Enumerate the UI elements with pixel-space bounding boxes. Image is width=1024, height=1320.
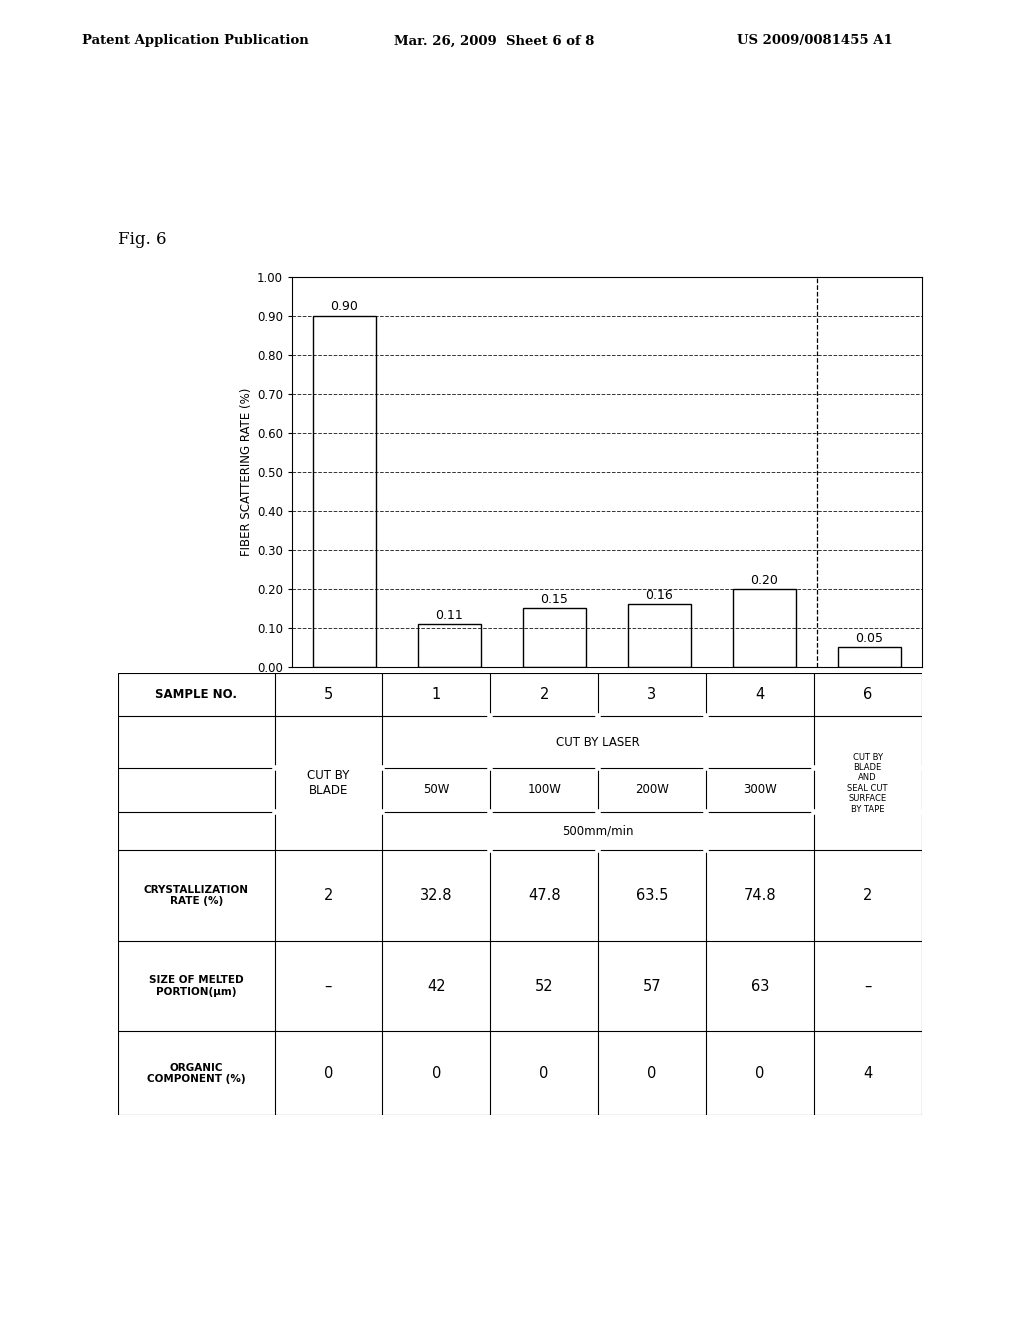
Text: CUT BY LASER: CUT BY LASER	[556, 735, 640, 748]
Text: 0.20: 0.20	[751, 574, 778, 587]
Bar	[733, 589, 796, 667]
Text: 42: 42	[427, 978, 445, 994]
Text: 0: 0	[647, 1067, 656, 1081]
Text: 0.90: 0.90	[331, 300, 358, 313]
Text: 4: 4	[863, 1067, 872, 1081]
Text: 0: 0	[324, 1067, 333, 1081]
Text: 5: 5	[324, 688, 333, 702]
Text: 2: 2	[540, 688, 549, 702]
Bar	[418, 624, 481, 667]
Text: 32.8: 32.8	[420, 888, 453, 903]
Text: 57: 57	[643, 978, 662, 994]
Text: 0.11: 0.11	[435, 609, 463, 622]
Text: CUT BY
BLADE: CUT BY BLADE	[307, 770, 349, 797]
Text: 0: 0	[755, 1067, 765, 1081]
Text: 0.15: 0.15	[541, 593, 568, 606]
Text: 6: 6	[863, 688, 872, 702]
Text: Mar. 26, 2009  Sheet 6 of 8: Mar. 26, 2009 Sheet 6 of 8	[394, 34, 595, 48]
Text: SIZE OF MELTED
PORTION(μm): SIZE OF MELTED PORTION(μm)	[148, 975, 244, 997]
Text: 300W: 300W	[743, 784, 776, 796]
Text: 1: 1	[432, 688, 441, 702]
Text: ORGANIC
COMPONENT (%): ORGANIC COMPONENT (%)	[146, 1063, 246, 1084]
Text: 63: 63	[751, 978, 769, 994]
Text: 0.16: 0.16	[645, 589, 673, 602]
Text: US 2009/0081455 A1: US 2009/0081455 A1	[737, 34, 893, 48]
Bar	[838, 647, 901, 667]
Bar	[628, 605, 690, 667]
Text: 200W: 200W	[635, 784, 669, 796]
Text: 74.8: 74.8	[743, 888, 776, 903]
Y-axis label: FIBER SCATTERING RATE (%): FIBER SCATTERING RATE (%)	[240, 388, 253, 556]
Text: 47.8: 47.8	[527, 888, 560, 903]
Text: 63.5: 63.5	[636, 888, 669, 903]
Text: 0: 0	[431, 1067, 441, 1081]
Bar	[522, 609, 586, 667]
Text: 4: 4	[756, 688, 765, 702]
Text: –: –	[325, 978, 332, 994]
Text: 0: 0	[540, 1067, 549, 1081]
Text: 52: 52	[535, 978, 553, 994]
Text: Patent Application Publication: Patent Application Publication	[82, 34, 308, 48]
Text: 3: 3	[647, 688, 656, 702]
Text: –: –	[864, 978, 871, 994]
Text: 2: 2	[324, 888, 333, 903]
Text: 0.05: 0.05	[855, 632, 883, 645]
Bar	[313, 317, 376, 667]
Text: 50W: 50W	[423, 784, 450, 796]
Text: CUT BY
BLADE
AND
SEAL CUT
SURFACE
BY TAPE: CUT BY BLADE AND SEAL CUT SURFACE BY TAP…	[848, 752, 888, 813]
Text: 2: 2	[863, 888, 872, 903]
Text: 500mm/min: 500mm/min	[562, 824, 634, 837]
Text: CRYSTALLIZATION
RATE (%): CRYSTALLIZATION RATE (%)	[143, 884, 249, 907]
Text: Fig. 6: Fig. 6	[118, 231, 166, 248]
Text: SAMPLE NO.: SAMPLE NO.	[155, 688, 238, 701]
Text: 100W: 100W	[527, 784, 561, 796]
